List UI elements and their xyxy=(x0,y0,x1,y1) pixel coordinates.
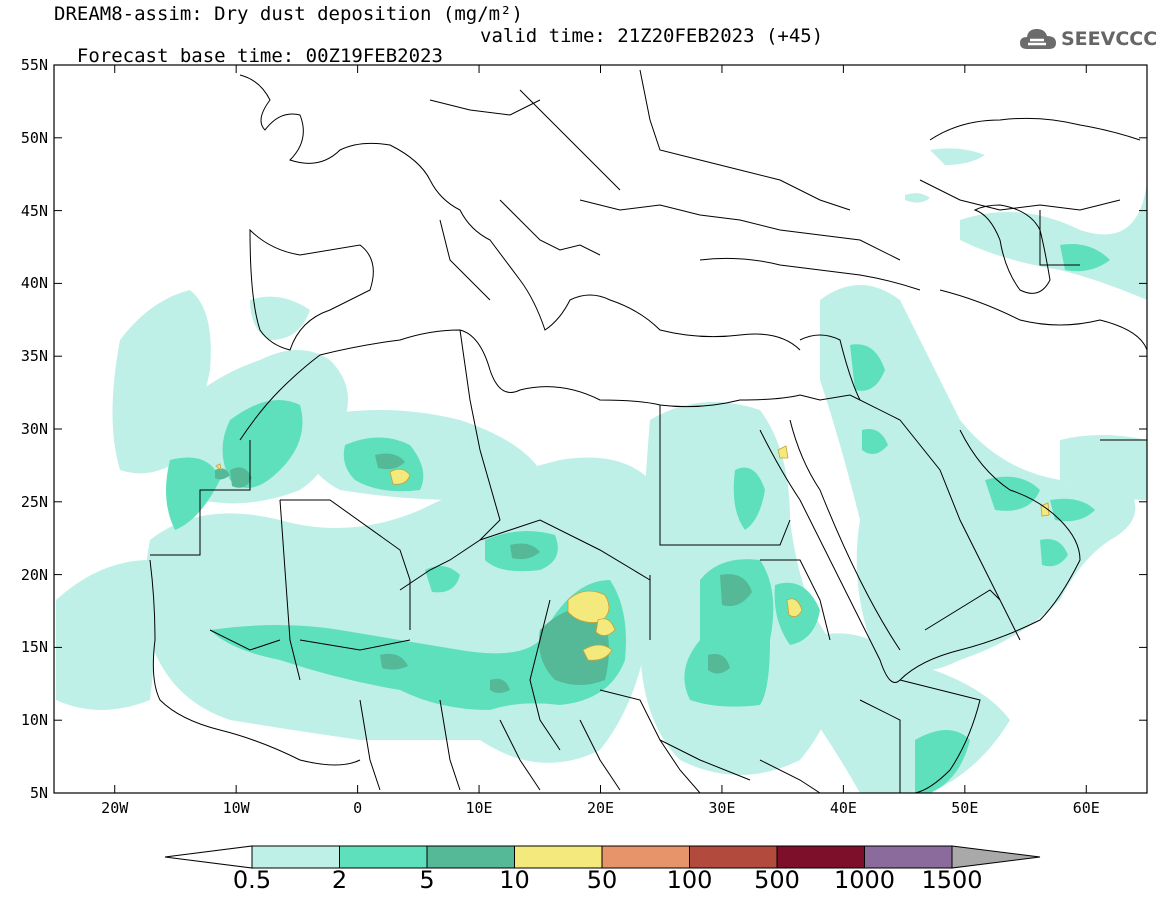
colorbar-level-label: 500 xyxy=(754,866,800,894)
cloud-icon xyxy=(1020,29,1056,49)
lat-label: 5N xyxy=(29,784,48,802)
colorbar-level-label: 50 xyxy=(586,866,618,894)
lon-label: 10E xyxy=(465,799,493,817)
forecast-time-line: Forecast base time: 00Z19FEB2023 valid t… xyxy=(54,26,823,86)
colorbar-swatch xyxy=(426,845,515,869)
lon-label: 60E xyxy=(1072,799,1100,817)
seevccc-logo: SEEVCCC xyxy=(1018,22,1157,56)
lat-label: 55N xyxy=(20,56,48,74)
colorbar-level-label: 10 xyxy=(499,866,530,894)
lon-label: 50E xyxy=(951,799,979,817)
valid-time: valid time: 21Z20FEB2023 (+45) xyxy=(480,25,824,47)
lon-label: 0 xyxy=(353,799,363,817)
lat-label: 10N xyxy=(20,711,48,730)
colorbar-under-arrow xyxy=(164,845,253,869)
colorbar-swatch xyxy=(514,845,603,869)
colorbar-level-label: 1500 xyxy=(921,866,983,894)
country-borders xyxy=(149,69,1147,793)
lon-label: 10W xyxy=(222,799,250,817)
colorbar-level-label: 1000 xyxy=(833,866,896,894)
colorbar-swatch xyxy=(689,845,778,869)
lat-label: 40N xyxy=(20,274,48,293)
colorbar-level-label: 100 xyxy=(666,866,713,894)
lat-label: 20N xyxy=(20,565,48,584)
forecast-base-time: Forecast base time: 00Z19FEB2023 xyxy=(76,45,443,67)
lat-label: 15N xyxy=(20,638,48,657)
colorbar-over-arrow xyxy=(951,845,1041,869)
colorbar-level-label: 0.5 xyxy=(232,866,272,894)
lat-label: 45N xyxy=(20,201,48,220)
colorbar-swatch xyxy=(339,845,428,869)
lon-label: 20W xyxy=(101,799,129,817)
colorbar-swatch xyxy=(776,845,865,869)
map-title: DREAM8-assim: Dry dust deposition (mg/m²… xyxy=(54,3,523,25)
colorbar-swatch xyxy=(601,845,690,869)
colorbar-level-label: 5 xyxy=(419,866,435,894)
colorbar-level-label: 2 xyxy=(331,866,348,894)
lat-label: 30N xyxy=(20,420,48,438)
logo-text: SEEVCCC xyxy=(1061,28,1158,50)
lon-label: 30E xyxy=(708,799,736,817)
lat-label: 25N xyxy=(20,492,48,511)
lat-label: 50N xyxy=(20,128,48,147)
lon-label: 20E xyxy=(586,799,615,817)
lat-label: 35N xyxy=(20,347,48,366)
colorbar-swatch xyxy=(251,845,340,869)
lon-label: 40E xyxy=(829,799,857,817)
colorbar-swatch xyxy=(864,845,953,869)
dust-field xyxy=(56,148,1147,793)
